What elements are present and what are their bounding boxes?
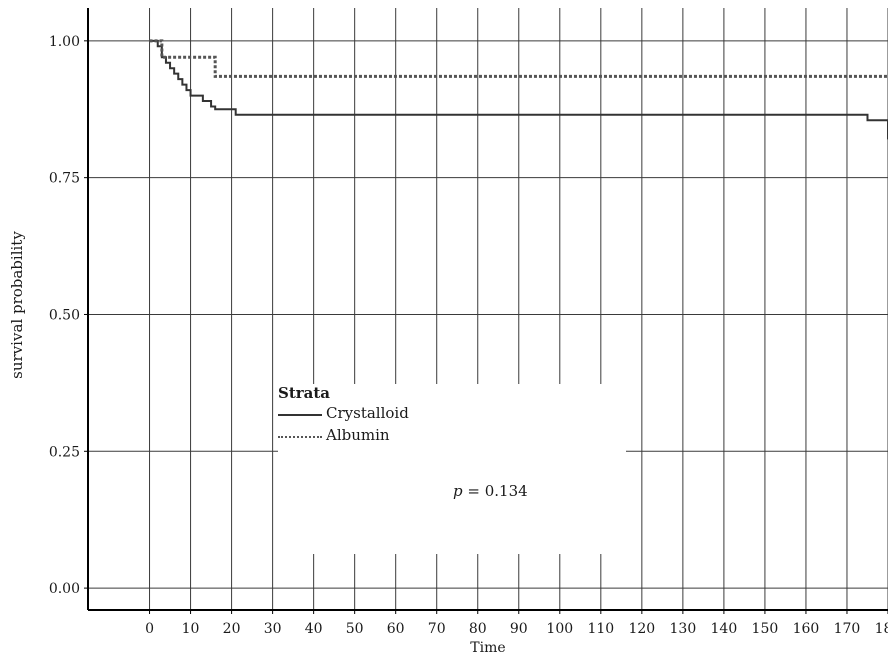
x-tick-label: 120 — [628, 621, 655, 637]
x-tick-label: 90 — [510, 621, 528, 637]
x-tick-label: 170 — [834, 621, 861, 637]
x-tick-label: 30 — [264, 621, 282, 637]
legend-swatch-solid — [278, 414, 322, 416]
x-tick-label: 60 — [387, 621, 405, 637]
x-tick-label: 50 — [346, 621, 364, 637]
y-tick-label: 1.00 — [49, 34, 80, 50]
p-value-text: = 0.134 — [462, 482, 528, 500]
legend-swatch-dotted — [278, 436, 322, 438]
grid-lines — [88, 8, 888, 610]
x-tick-label: 140 — [711, 621, 738, 637]
x-tick-label: 180 — [875, 621, 888, 637]
y-axis-label: survival probability — [8, 231, 26, 379]
p-value-annotation: p = 0.134 — [453, 482, 528, 500]
tick-labels: 0 10 20 30 40 50 60 70 80 90 100 110 120 130 140 150 160… — [49, 34, 888, 637]
x-axis-label: Time — [470, 640, 506, 656]
x-tick-label: 70 — [428, 621, 446, 637]
x-tick-label: 10 — [182, 621, 200, 637]
x-tick-label: 160 — [793, 621, 820, 637]
x-tick-label: 80 — [469, 621, 487, 637]
p-symbol: p — [453, 482, 463, 500]
series-line-albumin — [149, 39, 888, 78]
axes — [84, 8, 888, 614]
legend-label-crystalloid: Crystalloid — [326, 404, 409, 422]
x-tick-label: 20 — [223, 621, 241, 637]
x-tick-label: 40 — [305, 621, 323, 637]
y-tick-label: 0.25 — [49, 444, 80, 460]
y-tick-label: 0.75 — [49, 171, 80, 187]
x-tick-label: 150 — [752, 621, 779, 637]
y-axis-label-container: survival probability — [2, 0, 32, 610]
x-tick-label: 110 — [587, 621, 614, 637]
y-tick-label: 0.00 — [49, 581, 80, 597]
legend-title: Strata — [278, 384, 331, 402]
legend: Strata Crystalloid Albumin p = 0.134 — [278, 384, 626, 554]
y-tick-label: 0.50 — [49, 307, 80, 323]
x-tick-label: 100 — [546, 621, 573, 637]
x-tick-label: 130 — [670, 621, 697, 637]
x-tick-label: 0 — [145, 621, 154, 637]
legend-label-albumin: Albumin — [326, 426, 390, 444]
survival-curves — [149, 39, 888, 140]
